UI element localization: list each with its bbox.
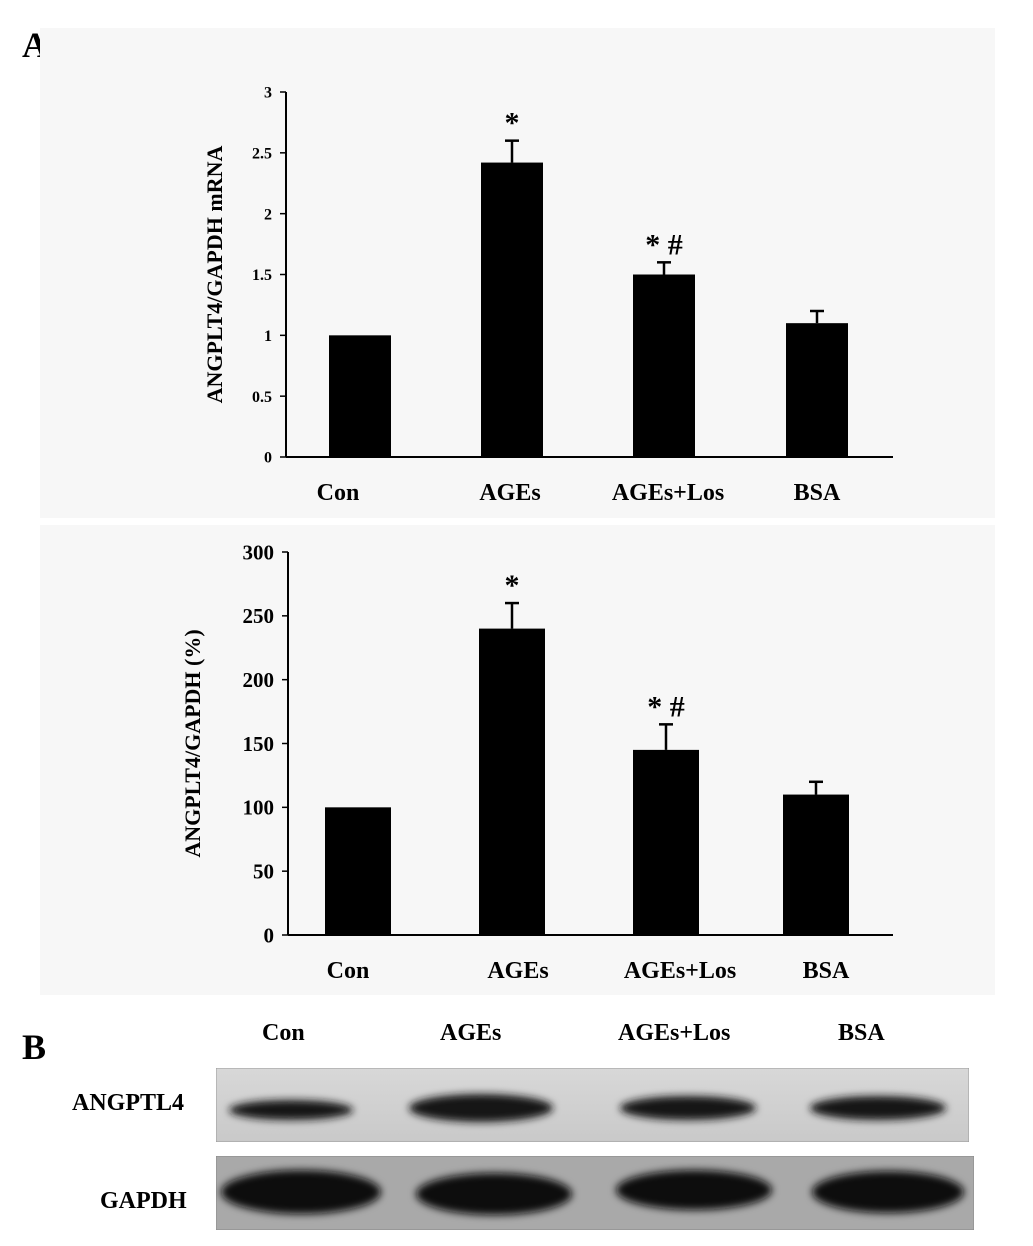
significance-mark-ages: * bbox=[505, 569, 520, 602]
y-tick-label-0: 0 bbox=[264, 450, 272, 467]
bar-ages-los bbox=[633, 749, 699, 935]
y-axis-label: ANGPLT4/GAPDH mRNA bbox=[202, 146, 227, 404]
x-tick-label-con: Con bbox=[327, 958, 370, 984]
bar-bsa bbox=[786, 323, 848, 457]
bar-bsa bbox=[783, 794, 849, 935]
blot-lane-label-con: Con bbox=[262, 1020, 305, 1046]
y-tick-label-300: 300 bbox=[243, 540, 275, 564]
y-tick-label-1-5: 1.5 bbox=[252, 267, 272, 284]
y-tick-label-2: 2 bbox=[264, 206, 272, 223]
bar-con bbox=[329, 335, 391, 457]
blot-band-gapdh-con bbox=[221, 1170, 381, 1214]
blot-band-angptl4-bsa bbox=[810, 1096, 946, 1120]
blot-lane-label-ages-los: AGEs+Los bbox=[618, 1020, 731, 1046]
x-tick-label-ages: AGEs bbox=[479, 480, 540, 506]
bar-ages bbox=[479, 628, 545, 935]
blot-band-gapdh-bsa bbox=[812, 1171, 964, 1213]
blot-band-angptl4-ages-los bbox=[620, 1096, 756, 1120]
panel-letter-b: B bbox=[22, 1027, 47, 1067]
x-tick-label-ages-los: AGEs+Los bbox=[624, 958, 736, 984]
y-tick-label-1: 1 bbox=[264, 328, 272, 345]
x-tick-label-bsa: BSA bbox=[794, 480, 841, 506]
bar-ages bbox=[481, 162, 543, 458]
significance-mark-ages-los: * # bbox=[645, 228, 683, 261]
y-tick-label-0-5: 0.5 bbox=[252, 389, 272, 406]
y-axis-label: ANGPLT4/GAPDH (%) bbox=[180, 629, 205, 857]
y-tick-label-50: 50 bbox=[253, 860, 274, 884]
blot-lane-label-bsa: BSA bbox=[838, 1020, 885, 1046]
blot-band-gapdh-ages-los bbox=[616, 1170, 772, 1210]
y-tick-label-0: 0 bbox=[264, 923, 275, 947]
blot-strip-angptl4 bbox=[216, 1068, 969, 1142]
y-tick-label-200: 200 bbox=[243, 668, 275, 692]
y-tick-label-2-5: 2.5 bbox=[252, 145, 272, 162]
blot-strip-gapdh bbox=[216, 1156, 974, 1230]
mrna-bar-chart: 0 0.5 1 1.5 2 2.5 3 ANGPLT4/GAPDH mRNA Con * AGEs *… bbox=[202, 85, 893, 506]
x-tick-label-ages: AGEs bbox=[487, 958, 548, 984]
bar-con bbox=[325, 807, 391, 935]
blot-band-gapdh-ages bbox=[416, 1173, 572, 1215]
y-tick-label-100: 100 bbox=[243, 796, 275, 820]
y-tick-label-3: 3 bbox=[264, 85, 272, 102]
blot-row-label-gapdh: GAPDH bbox=[100, 1188, 187, 1214]
bar-ages-los bbox=[633, 274, 695, 457]
blot-row-label-angptl4: ANGPTL4 bbox=[72, 1090, 185, 1116]
significance-mark-ages-los: * # bbox=[647, 690, 685, 723]
protein-bar-chart: 0 50 100 150 200 250 300 ANGPLT4/GAPDH (%) Con * A… bbox=[180, 540, 893, 984]
blot-band-angptl4-con bbox=[229, 1100, 353, 1120]
y-tick-label-150: 150 bbox=[243, 732, 275, 756]
blot-lane-label-ages: AGEs bbox=[440, 1020, 502, 1046]
significance-mark-ages: * bbox=[505, 107, 520, 140]
x-tick-label-bsa: BSA bbox=[803, 958, 850, 984]
blot-band-angptl4-ages bbox=[409, 1094, 553, 1122]
x-tick-label-con: Con bbox=[317, 480, 360, 506]
x-tick-label-ages-los: AGEs+Los bbox=[612, 480, 724, 506]
y-tick-label-250: 250 bbox=[243, 604, 275, 628]
